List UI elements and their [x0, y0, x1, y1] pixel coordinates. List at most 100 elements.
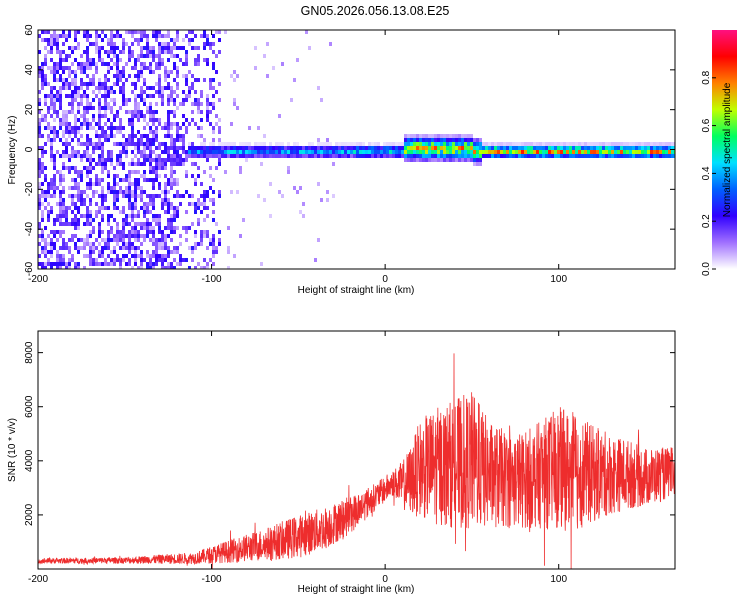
heatmap-cell [83, 190, 86, 194]
heatmap-cell [167, 202, 170, 206]
heatmap-cell [104, 74, 107, 78]
heatmap-cell [170, 170, 173, 174]
heatmap-cell [110, 58, 113, 62]
heatmap-cell [47, 210, 50, 214]
heatmap-cell [176, 154, 179, 158]
heatmap-cell [554, 142, 557, 146]
heatmap-cell [461, 158, 464, 162]
heatmap-cell [185, 58, 188, 62]
heatmap-cell [170, 158, 173, 162]
heatmap-cell [92, 78, 95, 82]
heatmap-cell [149, 142, 152, 146]
heatmap-cell [167, 210, 170, 214]
heatmap-cell [515, 146, 518, 150]
heatmap-cell [98, 134, 101, 138]
heatmap-cell [191, 162, 194, 166]
heatmap-cell [107, 102, 110, 106]
heatmap-cell [152, 50, 155, 54]
heatmap-cell [173, 142, 176, 146]
heatmap-cell [233, 146, 236, 150]
heatmap-cell [479, 138, 482, 142]
heatmap-cell [71, 78, 74, 82]
heatmap-cell [128, 178, 131, 182]
heatmap-cell [80, 194, 83, 198]
heatmap-cell [653, 154, 656, 158]
heatmap-cell [56, 150, 59, 154]
heatmap-cell [209, 258, 212, 262]
heatmap-cell [98, 222, 101, 226]
heatmap-cell [101, 154, 104, 158]
heatmap-cell [176, 106, 179, 110]
heatmap-cell [122, 126, 125, 130]
heatmap-cell [128, 58, 131, 62]
heatmap-cell [194, 122, 197, 126]
heatmap-cell [278, 190, 281, 194]
heatmap-cell [113, 54, 116, 58]
heatmap-cell [179, 242, 182, 246]
heatmap-cell [143, 34, 146, 38]
heatmap-cell [146, 66, 149, 70]
heatmap-cell [401, 154, 404, 158]
heatmap-cell [245, 158, 248, 162]
heatmap-cell [83, 242, 86, 246]
heatmap-cell [50, 154, 53, 158]
heatmap-cell [44, 82, 47, 86]
heatmap-cell [503, 150, 506, 154]
heatmap-cell [89, 186, 92, 190]
heatmap-cell [161, 206, 164, 210]
heatmap-cell [494, 150, 497, 154]
heatmap-cell [62, 82, 65, 86]
heatmap-cell [50, 206, 53, 210]
heatmap-cell [590, 146, 593, 150]
heatmap-cell [194, 178, 197, 182]
heatmap-cell [98, 110, 101, 114]
heatmap-cell [194, 154, 197, 158]
heatmap-cell [74, 182, 77, 186]
heatmap-cell [212, 246, 215, 250]
heatmap-cell [407, 142, 410, 146]
heatmap-cell [305, 146, 308, 150]
heatmap-cell [131, 126, 134, 130]
heatmap-cell [188, 266, 191, 269]
heatmap-cell [80, 94, 83, 98]
heatmap-cell [41, 114, 44, 118]
heatmap-cell [245, 150, 248, 154]
heatmap-cell [461, 150, 464, 154]
heatmap-cell [374, 142, 377, 146]
heatmap-cell [326, 150, 329, 154]
heatmap-cell [56, 46, 59, 50]
heatmap-cell [320, 142, 323, 146]
heatmap-cell [164, 198, 167, 202]
heatmap-cell [53, 62, 56, 66]
heatmap-cell [170, 154, 173, 158]
heatmap-cell [65, 142, 68, 146]
heatmap-cell [137, 178, 140, 182]
heatmap-cell [176, 206, 179, 210]
heatmap-cell [152, 218, 155, 222]
heatmap-cell [167, 110, 170, 114]
heatmap-cell [80, 190, 83, 194]
heatmap-cell [131, 130, 134, 134]
heatmap-cell [98, 54, 101, 58]
heatmap-cell [563, 154, 566, 158]
heatmap-cell [98, 226, 101, 230]
heatmap-cell [179, 202, 182, 206]
heatmap-cell [143, 118, 146, 122]
heatmap-cell [131, 110, 134, 114]
snr-ylabel: SNR (10 * v/v) [7, 418, 18, 482]
heatmap-cell [152, 158, 155, 162]
heatmap-cell [167, 206, 170, 210]
heatmap-cell [149, 198, 152, 202]
heatmap-cell [110, 226, 113, 230]
heatmap-cell [167, 150, 170, 154]
heatmap-cell [509, 146, 512, 150]
heatmap-cell [107, 150, 110, 154]
heatmap-cell [101, 126, 104, 130]
heatmap-cell [50, 114, 53, 118]
heatmap-cell [191, 74, 194, 78]
heatmap-cell [551, 150, 554, 154]
heatmap-cell [125, 254, 128, 258]
heatmap-cell [443, 154, 446, 158]
heatmap-cell [185, 130, 188, 134]
heatmap-cell [137, 222, 140, 226]
